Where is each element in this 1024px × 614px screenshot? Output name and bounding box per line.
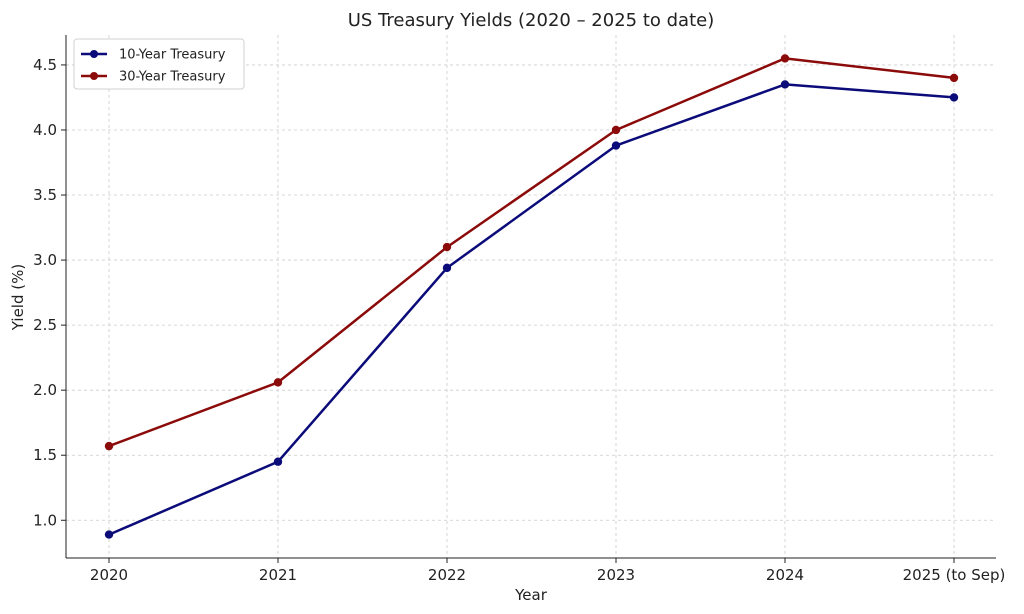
legend-item-10-year: 10-Year Treasury (81, 48, 226, 63)
series-line-10-year-treasury (107, 83, 956, 536)
data-point-30-year-treasury (780, 54, 790, 63)
data-point-30-year-treasury (273, 378, 283, 387)
data-point-10-year-treasury (104, 530, 114, 539)
y-tick-label: 1.0 (33, 511, 57, 529)
legend-label-10-year: 10-Year Treasury (119, 48, 226, 63)
x-tick-label: 2023 (597, 566, 635, 584)
data-point-10-year-treasury (780, 80, 790, 89)
legend-item-30-year: 30-Year Treasury (81, 70, 226, 85)
y-tick-label: 3.0 (33, 251, 57, 269)
data-point-10-year-treasury (611, 141, 621, 150)
legend-swatch-marker (90, 72, 98, 80)
y-tick-label: 4.0 (33, 121, 57, 139)
x-tick-label: 2021 (259, 566, 297, 584)
y-tick-label: 4.5 (33, 56, 57, 74)
y-tick-label: 3.5 (33, 186, 57, 204)
data-point-10-year-treasury (273, 457, 283, 466)
data-point-30-year-treasury (104, 441, 114, 451)
grid (66, 35, 996, 558)
series-line-30-year-treasury (107, 57, 956, 448)
y-tick-label: 2.0 (33, 381, 57, 399)
data-point-10-year-treasury (442, 263, 452, 273)
x-tick-label: 2020 (90, 566, 128, 584)
legend-box (73, 38, 245, 90)
axes-spines (65, 35, 996, 559)
data-point-30-year-treasury (442, 242, 452, 252)
y-axis-label: Yield (%) (9, 264, 27, 331)
chart-title: US Treasury Yields (2020 – 2025 to date) (348, 10, 715, 31)
y-tick-label: 2.5 (33, 316, 57, 334)
x-tick-label: 2025 (to Sep) (903, 566, 1006, 584)
data-point-10-year-treasury (949, 93, 959, 102)
x-tick-label: 2022 (428, 566, 466, 584)
legend-label-30-year: 30-Year Treasury (119, 70, 226, 85)
x-tick-label: 2024 (766, 566, 804, 584)
series-group (104, 54, 959, 539)
y-tick-label: 1.5 (33, 446, 57, 464)
x-axis-label: Year (514, 586, 548, 604)
axis-ticks: 1.0 1.5 2.0 2.5 3.0 3.5 4.0 4.5 2020 2021 2022 2023… (33, 56, 1005, 584)
data-point-30-year-treasury (949, 73, 959, 83)
data-point-30-year-treasury (611, 125, 621, 135)
legend: 10-Year Treasury 30-Year Treasury (73, 38, 245, 90)
legend-swatch-marker (90, 50, 98, 58)
